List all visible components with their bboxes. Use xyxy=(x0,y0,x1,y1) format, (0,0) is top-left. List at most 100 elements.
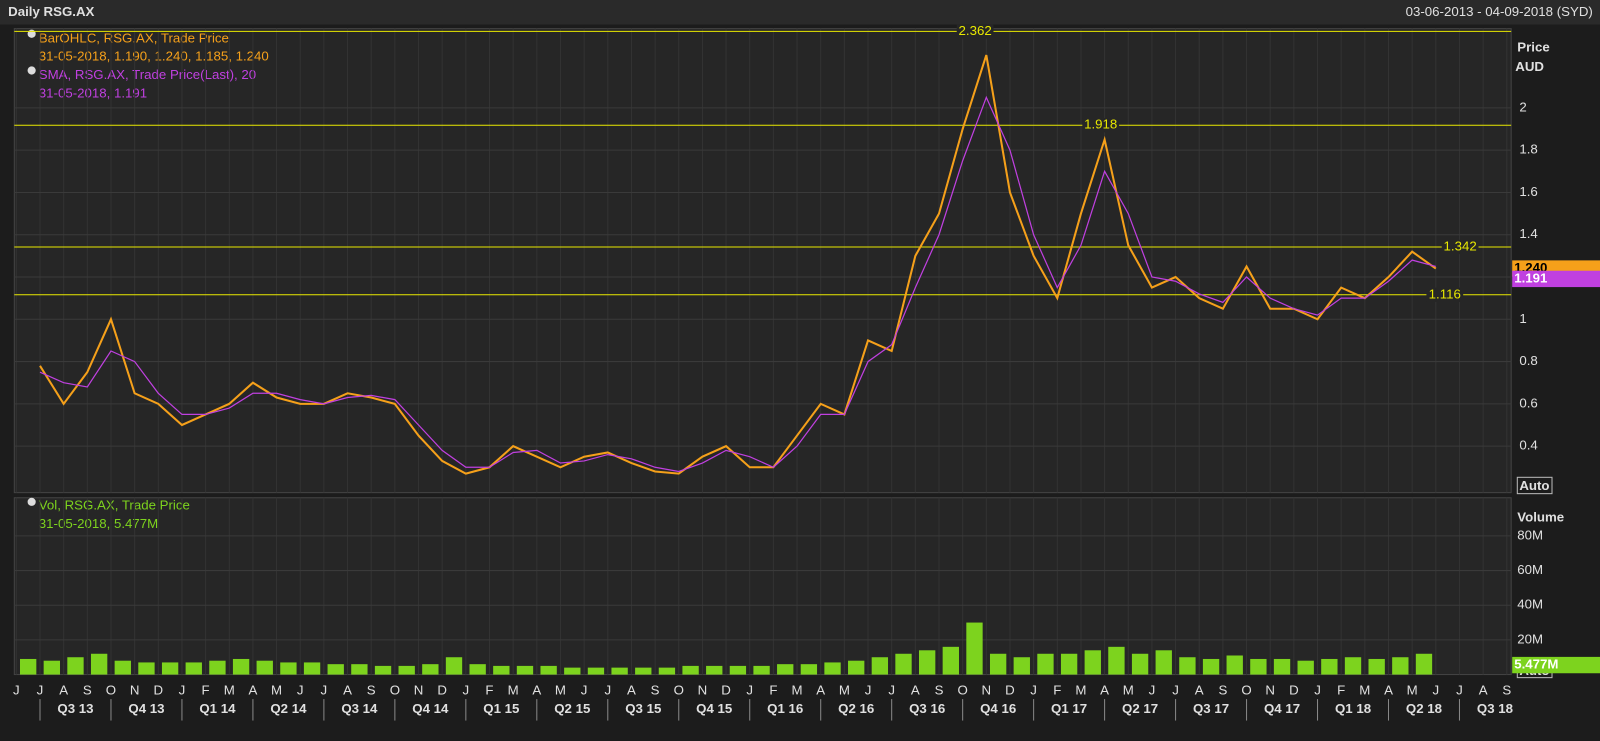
x-tick-label: A xyxy=(1100,682,1109,697)
x-tick-label: M xyxy=(224,682,235,697)
auto-label[interactable]: Auto xyxy=(1519,478,1549,493)
quarter-label: Q3 14 xyxy=(341,701,378,716)
reference-label-bg xyxy=(1426,287,1464,302)
x-tick-label: J xyxy=(746,682,753,697)
volume-bar xyxy=(493,665,510,675)
x-tick-label: M xyxy=(555,682,566,697)
auto-button[interactable] xyxy=(1516,476,1553,495)
volume-bar xyxy=(1226,655,1243,675)
volume-bar xyxy=(1321,658,1338,675)
x-tick-label: J xyxy=(297,682,304,697)
volume-axis-title: Volume xyxy=(1517,510,1564,525)
quarter-label: Q4 14 xyxy=(412,701,449,716)
volume-bar xyxy=(587,667,605,675)
volume-bar xyxy=(303,662,321,675)
x-tick-label: J xyxy=(581,682,588,697)
quarter-label: Q1 18 xyxy=(1335,701,1371,716)
x-tick-label: A xyxy=(532,682,541,697)
quarter-label: Q3 16 xyxy=(909,701,945,716)
volume-bar xyxy=(1344,657,1362,675)
quarter-label: Q3 18 xyxy=(1477,701,1513,716)
x-tick-label: M xyxy=(1359,682,1370,697)
x-tick-label: A xyxy=(1195,682,1204,697)
volume-bar xyxy=(1368,658,1385,675)
volume-bar xyxy=(1131,653,1149,675)
x-tick-label: F xyxy=(1053,682,1061,697)
x-tick-label: J xyxy=(888,682,895,697)
x-tick-label: D xyxy=(437,682,447,697)
x-tick-label: D xyxy=(1289,682,1299,697)
reference-label: 1.918 xyxy=(1084,117,1117,132)
x-tick-label: S xyxy=(1502,682,1511,697)
quarter-label: Q2 18 xyxy=(1406,701,1442,716)
x-tick-label: J xyxy=(321,682,328,697)
x-tick-label: D xyxy=(1005,682,1015,697)
x-tick-label: A xyxy=(911,682,920,697)
legend-detail: 31-05-2018, 5.477M xyxy=(39,516,158,531)
x-tick-label: D xyxy=(153,682,163,697)
x-tick-label: M xyxy=(271,682,282,697)
x-tick-label: S xyxy=(935,682,944,697)
volume-bar xyxy=(1250,658,1267,675)
volume-bar xyxy=(445,657,463,675)
quarter-label: Q1 15 xyxy=(483,701,520,716)
x-tick-label: J xyxy=(179,682,186,697)
x-tick-label: S xyxy=(367,682,376,697)
x-tick-label: A xyxy=(816,682,825,697)
x-tick-label: F xyxy=(202,682,210,697)
price-line xyxy=(39,95,1436,473)
volume-bar xyxy=(185,662,202,675)
x-tick-label: A xyxy=(627,682,636,697)
x-tick-label: N xyxy=(698,682,708,697)
x-tick-label: J xyxy=(604,682,611,697)
volume-bar xyxy=(1392,657,1409,675)
x-tick-label: O xyxy=(106,682,116,697)
volume-bar xyxy=(161,662,179,675)
volume-bar xyxy=(1060,653,1078,675)
volume-bar xyxy=(138,662,155,675)
volume-bar xyxy=(280,662,297,675)
legend-icon[interactable] xyxy=(27,66,36,75)
last-value-box xyxy=(1512,270,1600,288)
legend-icon[interactable] xyxy=(27,497,36,506)
chart-title: Daily RSG.AX xyxy=(8,4,94,19)
x-tick-label: D xyxy=(721,682,731,697)
volume-bar xyxy=(635,667,652,675)
volume-bar xyxy=(1202,658,1220,675)
volume-bar xyxy=(753,665,770,675)
quarter-label: Q1 14 xyxy=(199,701,236,716)
volume-bar xyxy=(43,660,60,675)
x-tick-label: A xyxy=(248,682,257,697)
y2-tick-label: 80M xyxy=(1517,527,1543,542)
y-tick-label: 0.4 xyxy=(1519,438,1537,453)
volume-bar xyxy=(256,660,273,675)
volume-bar xyxy=(209,660,226,675)
volume-bar xyxy=(398,665,415,675)
legend-name: BarOHLC, RSG.AX, Trade Price xyxy=(39,30,229,45)
x-tick-label: M xyxy=(792,682,803,697)
volume-bar xyxy=(114,660,131,675)
volume-bar xyxy=(966,622,983,675)
volume-bar xyxy=(895,653,912,675)
legend-detail: 31-05-2018, 1.191 xyxy=(39,86,147,101)
legend-name: Vol, RSG.AX, Trade Price xyxy=(39,497,190,512)
quarter-label: Q4 13 xyxy=(128,701,164,716)
volume-bar xyxy=(1273,658,1291,675)
x-tick-label: J xyxy=(865,682,872,697)
volume-bar xyxy=(1415,653,1433,675)
volume-bar xyxy=(90,653,108,675)
volume-bar xyxy=(351,664,368,675)
x-tick-label: O xyxy=(674,682,684,697)
volume-bar xyxy=(706,665,723,675)
price-axis-unit: AUD xyxy=(1515,59,1544,74)
x-tick-label: J xyxy=(37,682,44,697)
x-tick-label: J xyxy=(1314,682,1321,697)
volume-bar xyxy=(729,665,747,675)
price-line xyxy=(39,54,1437,475)
volume-bar xyxy=(682,665,699,675)
y-tick-label: 0.6 xyxy=(1519,395,1537,410)
volume-bar xyxy=(1155,650,1172,675)
volume-bar xyxy=(871,657,889,675)
y-tick-label: 1 xyxy=(1519,311,1526,326)
volume-bar xyxy=(516,665,534,675)
